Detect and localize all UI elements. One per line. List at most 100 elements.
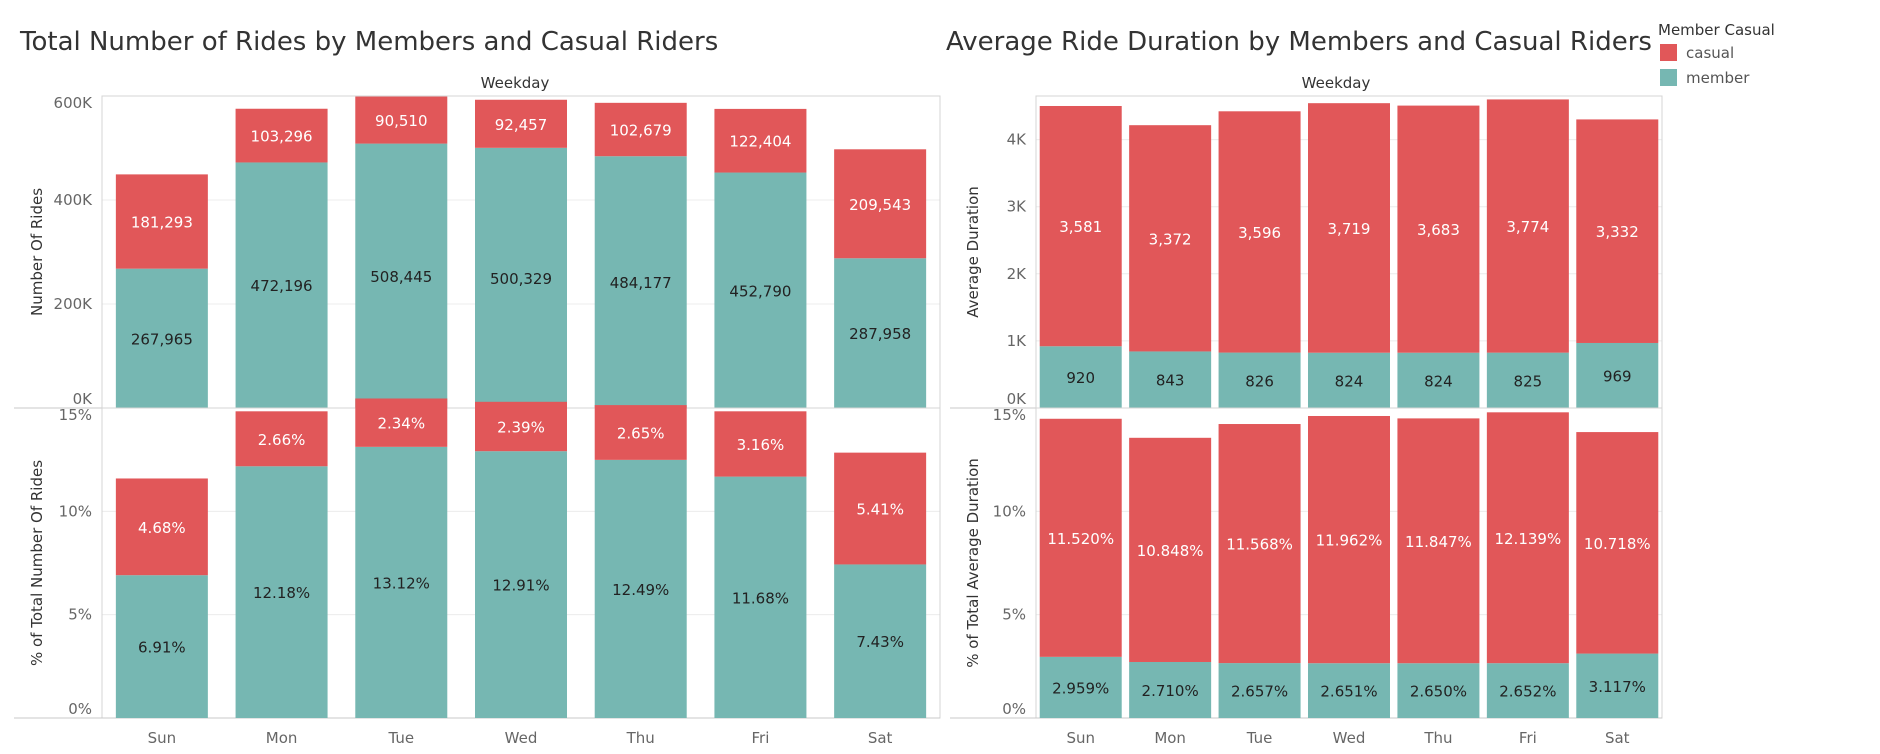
duration-pct-bar-casual-wed[interactable] <box>1308 415 1390 664</box>
duration-pct-bar-casual-tue[interactable] <box>1218 424 1301 664</box>
rides-count-bar-member-sun[interactable] <box>115 268 208 408</box>
duration-avg-label-member-tue: 826 <box>1245 372 1274 390</box>
rides-count-bar-casual-sun[interactable] <box>115 174 208 269</box>
rides-count-bar-casual-tue[interactable] <box>355 96 448 144</box>
duration-pct-label-member-mon: 2.710% <box>1142 682 1199 700</box>
rides-count-bar-member-sat[interactable] <box>834 258 927 408</box>
rides-count-bar-member-tue[interactable] <box>355 143 448 409</box>
duration-avg-ytick-label-4: 4K <box>1007 131 1028 149</box>
rides-count-bar-casual-mon[interactable] <box>235 108 328 163</box>
duration-avg-bar-member-tue[interactable] <box>1218 352 1301 408</box>
rides-count-bar-member-wed[interactable] <box>475 147 567 408</box>
duration-pct-bar-member-thu[interactable] <box>1397 663 1480 718</box>
rides-pct-bar-casual-wed[interactable] <box>475 401 567 452</box>
duration-pct-bar-casual-fri[interactable] <box>1486 412 1569 664</box>
duration-pct-bar-casual-sat[interactable] <box>1576 432 1659 654</box>
legend[interactable]: Member Casual casual member <box>1658 21 1775 87</box>
duration-avg-label-member-mon: 843 <box>1156 372 1185 390</box>
duration-pct-label-casual-fri: 12.139% <box>1494 530 1561 548</box>
duration-pct-label-member-fri: 2.652% <box>1499 683 1556 701</box>
rides-count-ytick-label-0: 0K <box>73 390 94 408</box>
left-chart-title: Total Number of Rides by Members and Cas… <box>19 27 718 57</box>
rides-pct-bar-member-mon[interactable] <box>235 466 328 718</box>
duration-pct-label-member-sun: 2.959% <box>1052 679 1109 697</box>
rides-pct-bar-member-tue[interactable] <box>355 446 448 718</box>
rides-pct-bar-member-fri[interactable] <box>714 476 807 718</box>
rides-count-bar-member-thu[interactable] <box>594 156 687 408</box>
duration-pct-bar-casual-thu[interactable] <box>1397 418 1480 664</box>
rides-pct-ytick-label-0: 0% <box>68 700 92 718</box>
rides-pct-bar-casual-mon[interactable] <box>235 411 328 467</box>
legend-label-casual[interactable]: casual <box>1686 44 1734 62</box>
rides-count-bar-casual-fri[interactable] <box>714 108 807 173</box>
rides-pct-bar-member-sat[interactable] <box>834 564 927 718</box>
chart-duration-percent: 0% 5% 10% 15% % of Total Average Duration 2.9… <box>950 406 1663 747</box>
duration-pct-label-casual-tue: 11.568% <box>1226 536 1293 554</box>
legend-swatch-casual[interactable] <box>1660 44 1677 61</box>
rides-pct-label-member-fri: 11.68% <box>732 589 789 607</box>
rides-pct-bar-casual-sat[interactable] <box>834 452 927 565</box>
rides-pct-label-member-sat: 7.43% <box>856 633 904 651</box>
duration-pct-label-member-wed: 2.651% <box>1320 683 1377 701</box>
duration-avg-bar-casual-sun[interactable] <box>1039 105 1122 347</box>
rides-count-label-member-mon: 472,196 <box>251 277 313 295</box>
duration-avg-bar-member-sun[interactable] <box>1039 346 1122 408</box>
duration-avg-label-member-fri: 825 <box>1514 372 1543 390</box>
duration-pct-ytick-label-1: 5% <box>1002 606 1026 624</box>
rides-pct-bar-casual-thu[interactable] <box>594 405 687 460</box>
rides-pct-bar-casual-fri[interactable] <box>714 411 807 477</box>
rides-pct-xtick-label-sat: Sat <box>868 729 893 747</box>
rides-count-bar-casual-thu[interactable] <box>594 102 687 157</box>
rides-pct-bar-member-thu[interactable] <box>594 459 687 718</box>
duration-avg-bar-member-thu[interactable] <box>1397 352 1480 408</box>
duration-avg-bar-casual-mon[interactable] <box>1129 125 1212 352</box>
right-chart-title: Average Ride Duration by Members and Cas… <box>946 27 1652 57</box>
duration-avg-bar-member-sat[interactable] <box>1576 342 1659 408</box>
duration-avg-ytick-label-2: 2K <box>1007 265 1028 283</box>
legend-swatch-member[interactable] <box>1660 69 1677 86</box>
duration-pct-bar-member-wed[interactable] <box>1308 663 1390 718</box>
rides-pct-bar-member-wed[interactable] <box>475 451 567 718</box>
duration-avg-label-casual-wed: 3,719 <box>1328 220 1371 238</box>
duration-avg-bar-casual-tue[interactable] <box>1218 111 1301 353</box>
duration-pct-bar-member-sat[interactable] <box>1576 653 1659 718</box>
duration-pct-bar-member-tue[interactable] <box>1218 663 1301 718</box>
rides-pct-label-casual-fri: 3.16% <box>737 436 785 454</box>
rides-count-bar-member-fri[interactable] <box>714 172 807 408</box>
duration-pct-bar-member-fri[interactable] <box>1486 663 1569 718</box>
rides-count-bar-member-mon[interactable] <box>235 162 328 408</box>
rides-pct-xtick-label-sun: Sun <box>148 729 177 747</box>
duration-avg-bar-casual-fri[interactable] <box>1486 99 1569 353</box>
duration-pct-bar-casual-mon[interactable] <box>1129 437 1212 662</box>
duration-avg-bar-casual-sat[interactable] <box>1576 119 1659 343</box>
rides-count-label-member-fri: 452,790 <box>729 282 791 300</box>
rides-count-label-casual-sat: 209,543 <box>849 196 911 214</box>
duration-avg-bar-casual-wed[interactable] <box>1308 103 1390 353</box>
rides-count-bar-casual-sat[interactable] <box>834 149 927 259</box>
legend-label-member[interactable]: member <box>1686 69 1750 87</box>
rides-pct-label-member-sun: 6.91% <box>138 639 186 657</box>
rides-count-bar-casual-wed[interactable] <box>475 99 567 148</box>
duration-avg-y-axis-title: Average Duration <box>964 186 982 318</box>
duration-avg-bar-casual-thu[interactable] <box>1397 105 1480 353</box>
duration-pct-bar-member-mon[interactable] <box>1129 661 1212 718</box>
rides-pct-label-casual-wed: 2.39% <box>497 418 545 436</box>
duration-pct-label-casual-thu: 11.847% <box>1405 533 1472 551</box>
rides-pct-label-casual-sun: 4.68% <box>138 519 186 537</box>
duration-pct-xtick-label-thu: Thu <box>1423 729 1452 747</box>
rides-pct-bar-casual-sun[interactable] <box>115 478 208 576</box>
duration-pct-ytick-label-2: 10% <box>993 502 1026 520</box>
duration-pct-label-casual-mon: 10.848% <box>1137 542 1204 560</box>
duration-avg-bar-member-fri[interactable] <box>1486 352 1569 408</box>
legend-title: Member Casual <box>1658 21 1775 39</box>
duration-pct-bar-member-sun[interactable] <box>1039 656 1122 718</box>
rides-pct-bar-casual-tue[interactable] <box>355 398 448 447</box>
rides-count-ytick-label-1: 200K <box>54 295 94 313</box>
duration-pct-label-casual-wed: 11.962% <box>1316 532 1383 550</box>
duration-avg-bar-member-wed[interactable] <box>1308 352 1390 408</box>
duration-pct-bar-casual-sun[interactable] <box>1039 418 1122 657</box>
rides-count-ytick-label-3: 600K <box>54 94 94 112</box>
rides-pct-xtick-label-wed: Wed <box>505 729 538 747</box>
rides-pct-bar-member-sun[interactable] <box>115 575 208 718</box>
duration-avg-bar-member-mon[interactable] <box>1129 351 1212 408</box>
